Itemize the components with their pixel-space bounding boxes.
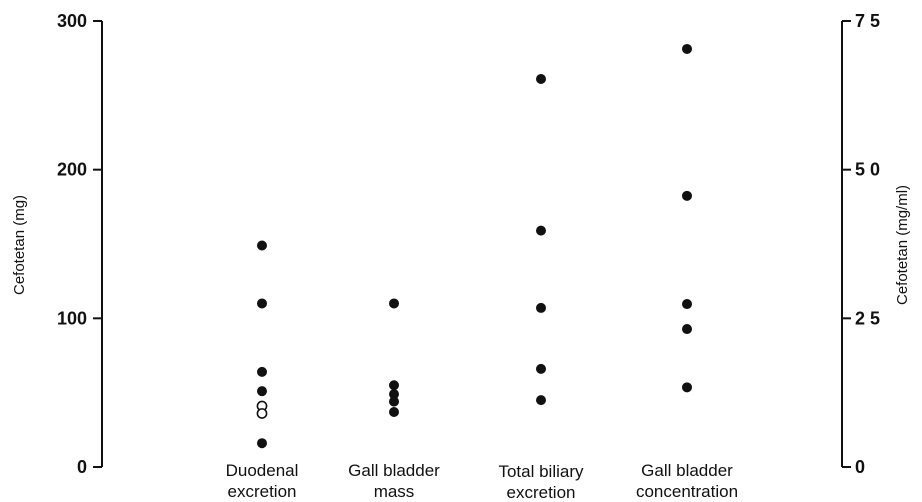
data-point <box>682 43 693 54</box>
left-tick-label: 100 <box>57 308 87 328</box>
left-tick-label: 0 <box>77 457 87 477</box>
category-label-line: mass <box>374 482 415 501</box>
category-label: Gall bladder concentration <box>636 461 738 501</box>
category-label-line: Gall bladder <box>348 461 440 480</box>
left-tick-label: 200 <box>57 160 87 180</box>
data-point <box>536 363 547 374</box>
data-points <box>256 43 693 449</box>
category-label-line: Total biliary <box>498 462 584 481</box>
data-point <box>388 298 399 309</box>
data-point-open <box>256 408 268 419</box>
data-point <box>256 298 267 309</box>
data-point <box>536 395 547 406</box>
data-point <box>536 73 547 84</box>
data-point <box>256 438 267 449</box>
data-point <box>682 324 693 335</box>
left-axis-ticks: 0 100 200 300 <box>57 11 102 477</box>
category-label-line: excretion <box>228 482 297 501</box>
data-point <box>682 299 693 310</box>
category-labels: Duodenal excretion Gall bladder mass Total b… <box>226 461 738 502</box>
data-point <box>682 382 693 393</box>
category-label-line: Duodenal <box>226 461 299 480</box>
data-point <box>536 225 547 236</box>
data-point <box>682 190 693 201</box>
data-point <box>256 366 267 377</box>
right-tick-label: 5 0 <box>855 160 880 180</box>
category-label: Duodenal excretion <box>226 461 299 501</box>
left-tick-label: 300 <box>57 11 87 31</box>
data-point <box>256 386 267 397</box>
category-label: Total biliary excretion <box>498 462 584 502</box>
data-point <box>388 380 399 391</box>
data-point <box>536 302 547 313</box>
axes <box>101 21 843 467</box>
right-tick-label: 7 5 <box>855 11 880 31</box>
right-tick-label: 0 <box>855 457 865 477</box>
data-point <box>388 396 399 407</box>
category-label-line: Gall bladder <box>641 461 733 480</box>
right-axis-title: Cefotetan (mg/ml) <box>894 185 911 305</box>
data-point <box>388 406 399 417</box>
category-label: Gall bladder mass <box>348 461 440 501</box>
right-axis-ticks: 0 2 5 5 0 7 5 <box>842 11 880 477</box>
right-tick-label: 2 5 <box>855 308 880 328</box>
left-axis-title: Cefotetan (mg) <box>11 195 28 295</box>
category-label-line: excretion <box>507 483 576 502</box>
category-label-line: concentration <box>636 482 738 501</box>
data-point <box>256 240 267 251</box>
